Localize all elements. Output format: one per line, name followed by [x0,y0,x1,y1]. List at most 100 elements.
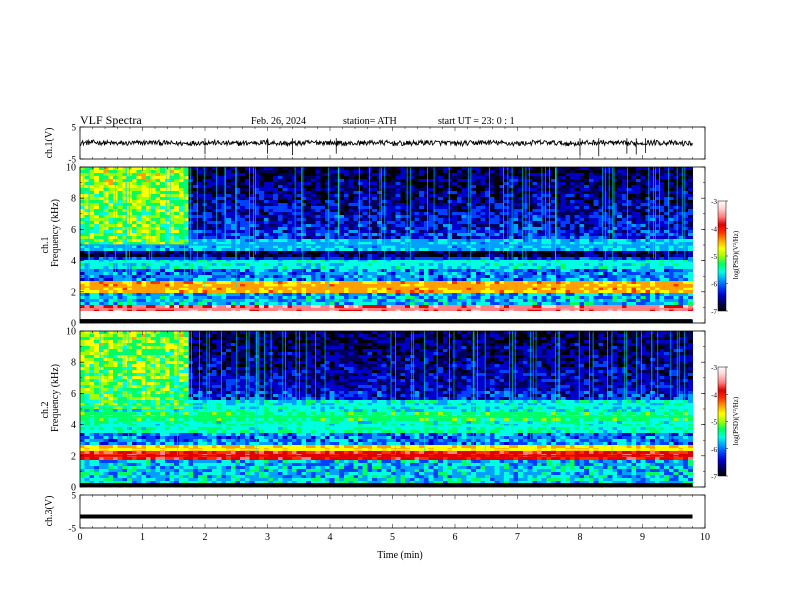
spectrogram-cell [306,254,312,258]
spectrogram-cell [442,254,448,258]
spectrogram-cell [343,296,349,300]
spectrogram-cell [131,236,137,240]
spectrogram-cell [80,284,86,288]
spectrogram-cell [306,185,312,189]
spectrogram-cell [174,305,180,309]
spectrogram-cell [452,284,458,288]
spectrogram-cell [259,284,265,288]
spectrogram-cell [282,311,288,315]
spectrogram-cell [174,263,180,267]
spectrogram-cell [98,296,104,300]
spectrogram-cell [480,317,486,321]
spectrogram-cell [160,302,166,306]
spectrogram-cell [461,176,467,180]
spectrogram-cell [405,227,411,231]
spectrogram-cell [197,239,203,243]
spectrogram-cell [108,302,114,306]
spectrogram-cell [197,278,203,282]
spectrogram-cell [334,182,340,186]
spectrogram-cell [94,212,100,216]
spectrogram-cell [80,173,86,177]
spectrogram-cell [197,227,203,231]
spectrogram-cell [386,167,392,171]
spectrogram-cell [306,248,312,252]
spectrogram-cell [348,206,354,210]
spectrogram-cell [428,212,434,216]
spectrogram-cell [461,293,467,297]
spectrogram-cell [306,230,312,234]
spectrogram-cell [282,221,288,225]
spectrogram-cell [155,182,161,186]
spectrogram-cell [287,245,293,249]
spectrogram-cell [390,251,396,255]
spectrogram-cell [306,215,312,219]
spectrogram-cell [494,251,500,255]
spectrogram-cell [141,179,147,183]
spectrogram-cell [89,236,95,240]
spectrogram-cell [471,191,477,195]
spectrogram-cell [395,251,401,255]
spectrogram-cell [292,218,298,222]
spectrogram-cell [452,302,458,306]
spectrogram-cell [273,176,279,180]
spectrogram-cell [244,209,250,213]
spectrogram-cell [277,173,283,177]
spectrogram-cell [150,227,156,231]
spectrogram-cell [419,272,425,276]
spectrogram-cell [475,242,481,246]
spectrogram-cell [348,296,354,300]
spectrogram-cell [423,257,429,261]
spectrogram-cell [103,167,109,171]
spectrogram-cell [268,248,274,252]
spectrogram-cell [249,194,255,198]
spectrogram-cell [263,173,269,177]
spectrogram-cell [367,254,373,258]
spectrogram-cell [230,218,236,222]
spectrogram-cell [447,305,453,309]
spectrogram-cell [282,266,288,270]
spectrogram-cell [343,317,349,321]
spectrogram-cell [329,206,335,210]
spectrogram-cell [235,242,241,246]
spectrogram-cell [320,296,326,300]
spectrogram-cell [216,293,222,297]
spectrogram-cell [230,185,236,189]
spectrogram-cell [343,239,349,243]
spectrogram-cell [320,197,326,201]
spectrogram-cell [315,302,321,306]
spectrogram-cell [211,185,217,189]
spectrogram-cell [197,170,203,174]
spectrogram-cell [207,209,213,213]
spectrogram-cell [504,224,510,228]
spectrogram-cell [174,224,180,228]
spectrogram-cell [456,242,462,246]
spectrogram-cell [282,281,288,285]
spectrogram-cell [357,269,363,273]
spectrogram-cell [150,182,156,186]
spectrogram-cell [306,317,312,321]
spectrogram-cell [287,248,293,252]
spectrogram-cell [508,263,514,267]
spectrogram-cell [263,236,269,240]
spectrogram-cell [362,278,368,282]
spectrogram-cell [221,191,227,195]
spectrogram-cell [80,221,86,225]
spectrogram-cell [452,251,458,255]
spectrogram-cell [381,230,387,234]
spectrogram-cell [485,197,491,201]
spectrogram-cell [178,227,184,231]
spectrogram-cell [471,257,477,261]
spectrogram-cell [145,212,151,216]
spectrogram-cell [334,215,340,219]
spectrogram-cell [263,269,269,273]
spectrogram-cell [395,197,401,201]
spectrogram-cell [442,296,448,300]
spectrogram-cell [513,209,519,213]
spectrogram-cell [131,245,137,249]
spectrogram-cell [127,311,133,315]
spectrogram-cell [494,242,500,246]
spectrogram-cell [343,167,349,171]
spectrogram-cell [216,299,222,303]
spectrogram-cell [235,215,241,219]
spectrogram-cell [315,173,321,177]
